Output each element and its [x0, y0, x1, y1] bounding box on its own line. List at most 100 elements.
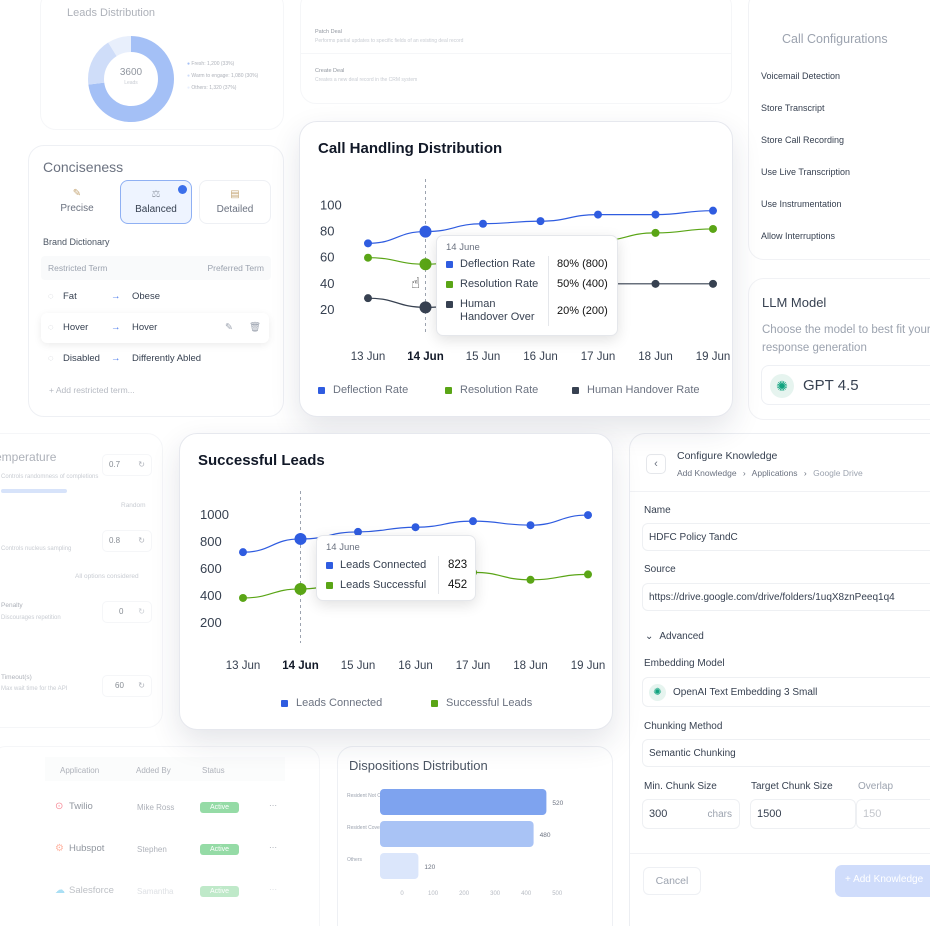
temperature-value[interactable]: 0.7 ↻: [102, 454, 152, 476]
x-tick-label: 17 Jun: [581, 351, 616, 363]
embedding-select[interactable]: ✺ OpenAI Text Embedding 3 Small: [642, 677, 930, 707]
source-input[interactable]: https://drive.google.com/drive/folders/1…: [642, 583, 930, 611]
x-tick-label: 15 Jun: [341, 660, 376, 672]
dictionary-row[interactable]: ◌ Disabled → Differently Abled: [48, 353, 202, 364]
tool-item-title: Create Deal: [315, 68, 345, 74]
reset-icon: ↻: [138, 681, 145, 690]
data-point: [364, 294, 372, 303]
call-config-card: Call Configurations Voicemail Detection …: [748, 0, 930, 260]
y-tick-label: 400: [200, 588, 222, 603]
name-input[interactable]: HDFC Policy TandC: [642, 523, 930, 551]
config-item-transcript[interactable]: Store Transcript: [761, 103, 825, 113]
status-badge: Active: [200, 844, 240, 855]
col-preferred-term: Preferred Term: [207, 263, 264, 273]
donut-center-value: 3600: [119, 67, 143, 78]
conciseness-card: Conciseness ✎ Precise ⚖ Balanced ▤ Detailed…: [28, 145, 284, 417]
data-point: [411, 523, 420, 532]
timeout-value[interactable]: 60 ↻: [102, 675, 152, 697]
data-point: [294, 532, 307, 545]
llm-title: LLM Model: [762, 295, 827, 310]
breadcrumb-item[interactable]: Applications: [751, 468, 798, 478]
add-knowledge-button[interactable]: + Add Knowledge: [835, 865, 930, 897]
bar-category-label: Others: [347, 857, 363, 863]
data-point: [536, 217, 545, 226]
config-item-live-transcription[interactable]: Use Live Transcription: [761, 167, 851, 177]
breadcrumb-item[interactable]: Google Drive: [813, 468, 863, 478]
more-icon[interactable]: ⋯: [269, 801, 277, 810]
tooltip-row: Resolution Rate: [446, 278, 546, 290]
call-handling-card: Call Handling Distribution 20 40 60 80 100 13…: [299, 121, 733, 417]
advanced-toggle[interactable]: ⌄ Advanced: [645, 631, 704, 642]
target-chunk-input[interactable]: 1500: [750, 799, 856, 829]
reset-icon: ↻: [138, 536, 145, 545]
data-point: [651, 210, 660, 219]
legend-resolution[interactable]: Resolution Rate: [445, 384, 538, 396]
llm-desc: Choose the model to best fit your respon…: [762, 324, 930, 354]
min-chunk-label: Min. Chunk Size: [644, 781, 717, 792]
apps-header: Application Added By Status: [45, 757, 285, 781]
data-point: [651, 279, 660, 288]
chunking-select[interactable]: Semantic Chunking: [642, 739, 930, 767]
x-tick-label: 15 Jun: [466, 351, 501, 363]
col-restricted-term: Restricted Term: [48, 263, 108, 273]
app-row[interactable]: ⊙ Twilio Mike Ross Active ⋯: [55, 801, 277, 813]
model-name: GPT 4.5: [803, 377, 859, 394]
app-row[interactable]: ☁ Salesforce Samantha Active ⋯: [55, 885, 277, 897]
config-item-voicemail[interactable]: Voicemail Detection: [761, 71, 841, 81]
overlap-label: Overlap: [858, 781, 894, 792]
back-button[interactable]: ‹: [646, 454, 666, 474]
all-options-label: All options considered: [75, 573, 139, 580]
edit-icon[interactable]: ✎: [225, 322, 233, 333]
config-item-recording[interactable]: Store Call Recording: [761, 135, 845, 145]
min-chunk-input[interactable]: 300 chars: [642, 799, 740, 829]
hand-cursor-icon: ☝: [411, 275, 421, 292]
model-select[interactable]: ✺ GPT 4.5: [761, 365, 930, 405]
tool-item-desc: Performs partial updates to specific fie…: [315, 38, 464, 44]
config-item-interruptions[interactable]: Allow Interruptions: [761, 231, 836, 241]
y-tick-label: 800: [200, 534, 222, 549]
legend-deflection[interactable]: Deflection Rate: [318, 384, 408, 396]
tool-item-patch[interactable]: Patch Deal Performs partial updates to s…: [315, 29, 463, 44]
legend-leads-connected[interactable]: Leads Connected: [281, 697, 382, 709]
bar-category-label: Resident Not Covered: [347, 793, 396, 799]
add-restricted-term-button[interactable]: + Add restricted term...: [49, 385, 135, 395]
trash-icon[interactable]: 🗑: [249, 322, 262, 333]
legend-handover[interactable]: Human Handover Rate: [572, 384, 700, 396]
tone-option-precise[interactable]: ✎ Precise: [41, 180, 113, 224]
reset-icon: ↻: [138, 460, 145, 469]
config-item-instrumentation[interactable]: Use Instrumentation: [761, 199, 842, 209]
random-label: Random: [121, 502, 146, 509]
tooltip-value: 20% (200): [557, 305, 608, 317]
timeout-desc: Max wait time for the API: [1, 686, 68, 692]
leads-distribution-title: Leads Distribution: [67, 7, 156, 19]
y-tick-label: 20: [320, 302, 334, 317]
legend-successful-leads[interactable]: Successful Leads: [431, 697, 532, 709]
tone-option-detailed[interactable]: ▤ Detailed: [199, 180, 271, 224]
tool-item-create[interactable]: Create Deal Creates a new deal record in…: [315, 68, 417, 83]
app-row[interactable]: ⚙ Hubspot Stephen Active ⋯: [55, 843, 277, 855]
overlap-input[interactable]: 150: [856, 799, 930, 829]
temperature-slider[interactable]: [1, 489, 67, 493]
breadcrumb-item[interactable]: Add Knowledge: [677, 468, 737, 478]
data-point: [709, 279, 717, 288]
bar: [380, 821, 534, 847]
more-icon[interactable]: ⋯: [269, 843, 277, 852]
tool-item-desc: Creates a new deal record in the CRM sys…: [315, 77, 418, 83]
dictionary-row-hover[interactable]: ◌ Hover → Hover ✎ 🗑: [41, 313, 269, 343]
tool-list-card: Patch Deal Performs partial updates to s…: [300, 0, 732, 104]
x-tick-label: 200: [459, 891, 470, 897]
dictionary-row[interactable]: ◌ Fat → Obese: [48, 291, 160, 302]
top-p-value[interactable]: 0.8 ↻: [102, 530, 152, 552]
x-tick-label: 18 Jun: [513, 660, 548, 672]
x-tick-label: 14 Jun: [282, 660, 318, 672]
bar: [380, 789, 547, 815]
tone-option-balanced[interactable]: ⚖ Balanced: [120, 180, 192, 224]
more-icon[interactable]: ⋯: [269, 885, 277, 894]
conciseness-title: Conciseness: [43, 159, 124, 175]
penalty-value[interactable]: 0 ↻: [102, 601, 152, 623]
temperature-title: Temperature: [0, 450, 57, 464]
arrow-right-icon: →: [111, 353, 121, 364]
successful-leads-card: Successful Leads 200 400 600 800 1000 13 Jun 1…: [179, 433, 613, 730]
cancel-button[interactable]: Cancel: [643, 867, 701, 895]
penalty-title: Penalty: [1, 602, 23, 609]
